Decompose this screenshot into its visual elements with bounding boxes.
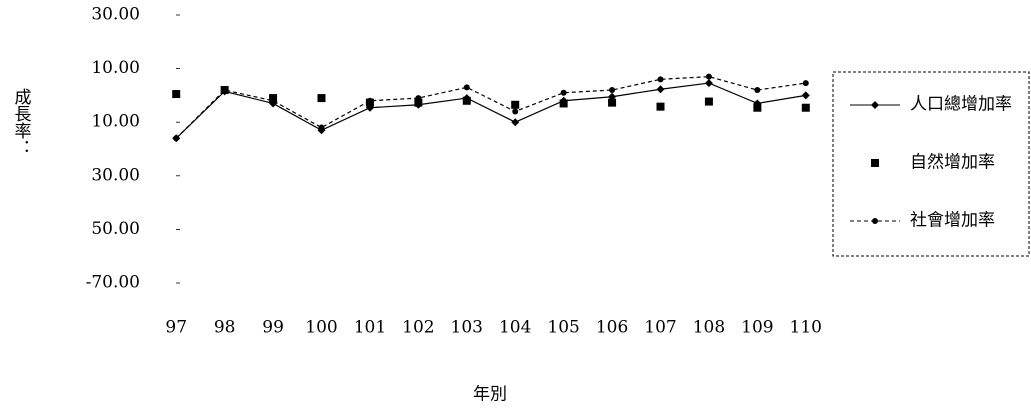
marker [754,87,761,94]
marker [871,101,879,109]
x-tick-label: 101 [354,318,386,338]
marker [609,87,616,94]
marker [317,94,326,103]
marker [802,80,809,87]
x-tick-label: 100 [305,318,337,338]
x-tick-label: 105 [547,318,579,338]
marker [512,108,519,115]
x-tick-label: 97 [165,318,187,338]
marker [656,85,665,94]
legend-label: 人口總增加率 [910,95,1012,115]
marker [173,135,180,142]
x-tick-label: 102 [402,318,434,338]
x-tick-label: 110 [790,318,822,338]
legend-label: 自然增加率 [910,153,995,173]
marker [414,98,423,107]
x-tick-label: 109 [741,318,773,338]
marker [753,103,762,112]
x-tick-label: 107 [644,318,676,338]
marker [656,102,665,111]
marker [560,89,567,96]
x-tick-label: 108 [693,318,725,338]
marker [704,97,713,106]
marker [511,100,520,109]
marker [559,99,568,108]
marker [704,79,713,88]
y-tick-label: -70.00 [86,273,140,293]
y-tick-label: 30.00 [91,5,140,25]
marker [871,159,879,167]
marker [657,76,664,83]
series-line [175,82,806,139]
x-tick-label: 104 [499,318,531,338]
marker [801,91,810,100]
marker [318,124,325,131]
marker [462,96,471,105]
legend-label: 社會增加率 [910,211,995,231]
y-axis-title: 成長率： [11,88,32,156]
x-tick-label: 99 [262,318,284,338]
x-axis-title: 年別 [473,385,507,405]
y-tick-label: 30.00 [91,165,140,185]
x-tick-label: 106 [596,318,628,338]
marker [221,87,228,94]
series-line [175,76,806,139]
y-tick-label: 10.00 [91,112,140,132]
x-tick-label: 103 [451,318,483,338]
x-tick-label: 98 [214,318,236,338]
marker [511,118,520,127]
marker [270,97,277,104]
legend-box [832,71,1030,257]
marker [463,84,470,91]
marker [366,97,373,104]
marker [608,98,617,107]
marker [801,103,810,112]
marker [172,90,181,99]
marker [872,218,878,224]
marker [705,73,712,80]
marker [415,95,422,102]
y-tick-label: 10.00 [91,58,140,78]
y-tick-label: 50.00 [91,219,140,239]
